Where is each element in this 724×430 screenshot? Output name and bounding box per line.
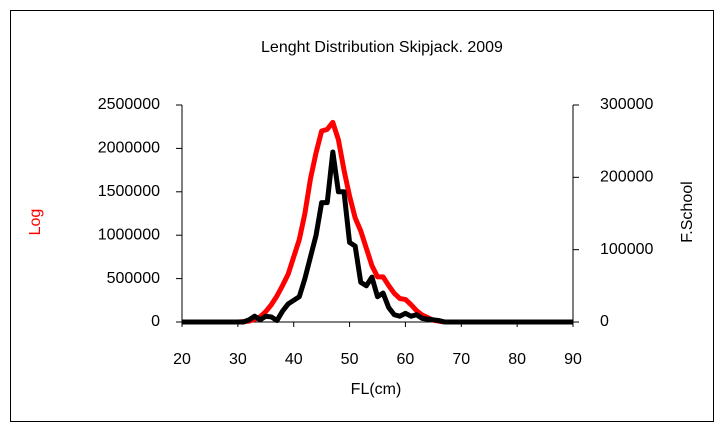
y2-tick-label: 300000 <box>600 96 653 113</box>
y-tick-label: 1500000 <box>98 183 160 200</box>
y-tick-label: 0 <box>151 313 160 330</box>
x-tick-label: 30 <box>229 351 247 368</box>
y-axis-label: Log <box>27 209 44 236</box>
y-tick-label: 2500000 <box>98 96 160 113</box>
x-tick-label: 40 <box>285 351 303 368</box>
chart-frame <box>10 10 714 422</box>
x-tick-label: 50 <box>341 351 359 368</box>
chart-title: Lenght Distribution Skipjack. 2009 <box>261 39 503 56</box>
x-axis-label: FL(cm) <box>351 381 402 398</box>
x-tick-label: 90 <box>564 351 582 368</box>
y2-tick-label: 100000 <box>600 241 653 258</box>
x-tick-label: 20 <box>173 351 191 368</box>
y2-axis-label: F.School <box>679 181 696 242</box>
y-tick-label: 1000000 <box>98 226 160 243</box>
x-tick-label: 60 <box>397 351 415 368</box>
y-tick-label: 500000 <box>107 270 160 287</box>
data-line <box>182 149 573 325</box>
x-tick-label: 70 <box>452 351 470 368</box>
x-tick-label: 80 <box>508 351 526 368</box>
y2-tick-label: 200000 <box>600 169 653 186</box>
y2-tick-label: 0 <box>600 313 609 330</box>
y-tick-label: 2000000 <box>98 140 160 157</box>
